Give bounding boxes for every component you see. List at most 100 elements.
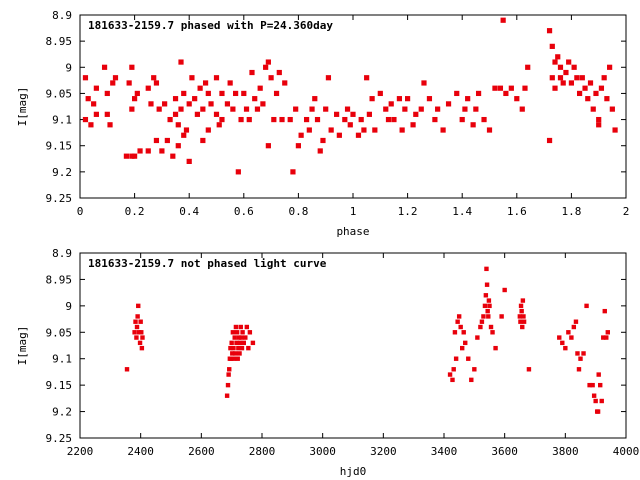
data-point (216, 122, 222, 128)
data-point (549, 43, 555, 49)
data-point (602, 308, 607, 314)
data-point (596, 122, 602, 128)
data-point (140, 335, 145, 340)
data-point (189, 75, 195, 81)
data-point (93, 111, 99, 117)
data-point (604, 335, 609, 340)
data-point (599, 398, 604, 404)
x-tick-label: 3200 (370, 445, 397, 458)
y-tick-label: 9.15 (46, 140, 73, 153)
data-point (93, 85, 99, 91)
data-points (124, 266, 610, 414)
y-tick-label: 9.15 (46, 379, 73, 392)
data-point (591, 393, 597, 398)
x-axis-label: phase (336, 225, 369, 238)
data-point (178, 59, 184, 65)
data-point (234, 330, 240, 335)
data-point (132, 96, 138, 102)
data-point (200, 137, 206, 144)
data-point (309, 106, 315, 112)
data-point (418, 106, 424, 112)
data-point (604, 96, 610, 102)
data-point (192, 96, 198, 102)
data-point (587, 382, 592, 388)
data-point (581, 351, 586, 356)
data-point (229, 340, 234, 346)
data-point (135, 314, 140, 319)
y-tick-label: 9.2 (52, 406, 72, 419)
data-point (336, 132, 342, 138)
data-point (239, 335, 244, 340)
y-tick-label: 9.05 (46, 326, 73, 339)
data-point (101, 64, 108, 70)
data-point (139, 330, 144, 335)
data-point (482, 303, 488, 309)
x-tick-label: 3400 (431, 445, 458, 458)
data-point (426, 96, 433, 102)
data-point (475, 90, 482, 97)
data-point (366, 111, 372, 117)
data-point (200, 106, 206, 112)
data-point (520, 324, 525, 330)
data-point (508, 85, 514, 91)
data-point (181, 90, 187, 97)
data-point (231, 345, 236, 351)
data-point (391, 116, 397, 123)
data-point (239, 345, 245, 351)
data-point (560, 340, 565, 346)
data-point (137, 148, 143, 154)
data-point (162, 101, 168, 107)
y-tick-label: 9.05 (46, 87, 73, 100)
data-point (110, 80, 116, 86)
data-point (237, 351, 242, 356)
data-point (226, 372, 231, 377)
data-point (465, 96, 471, 102)
data-point (268, 75, 274, 81)
data-point (230, 330, 236, 335)
data-point (552, 85, 558, 91)
data-point (461, 330, 466, 335)
data-point (462, 106, 468, 112)
chart-panel-2: 2200 2400 2600 2800 3000 3200 3400 3600 3800 4000… (16, 247, 639, 478)
data-point (136, 303, 141, 309)
data-point (358, 116, 364, 123)
x-tick-label: 2200 (67, 445, 94, 458)
x-tick-label: 0.8 (288, 205, 308, 218)
x-tick-label: 0.2 (125, 205, 145, 218)
x-tick-label: 1.6 (507, 205, 527, 218)
data-point (243, 335, 248, 340)
data-point (252, 96, 258, 102)
data-point (243, 106, 250, 112)
data-point (470, 122, 476, 128)
y-tick-label: 9 (65, 300, 72, 313)
data-point (303, 116, 310, 123)
data-point (295, 143, 301, 149)
data-point (596, 372, 601, 377)
data-point (595, 409, 601, 414)
data-point (573, 319, 579, 324)
data-point (250, 340, 256, 346)
y-tick-label: 9 (65, 61, 72, 74)
x-tick-label: 3800 (552, 445, 579, 458)
data-point (479, 319, 485, 324)
data-point (133, 319, 138, 324)
data-point (481, 314, 486, 319)
data-point (485, 308, 490, 314)
data-point (576, 90, 583, 97)
data-point (590, 382, 595, 388)
data-point (557, 64, 564, 70)
data-point (521, 314, 526, 319)
data-point (525, 64, 531, 70)
y-tick-label: 9.1 (52, 114, 72, 127)
data-point (410, 122, 416, 128)
data-point (235, 356, 240, 361)
data-point (290, 169, 296, 175)
data-point (232, 335, 237, 340)
data-point (208, 101, 214, 107)
x-tick-label: 2800 (249, 445, 276, 458)
data-point (151, 75, 157, 81)
data-point (123, 153, 130, 159)
data-point (175, 143, 181, 149)
x-tick-label: 2 (623, 205, 630, 218)
y-tick-label: 9.25 (46, 192, 73, 205)
